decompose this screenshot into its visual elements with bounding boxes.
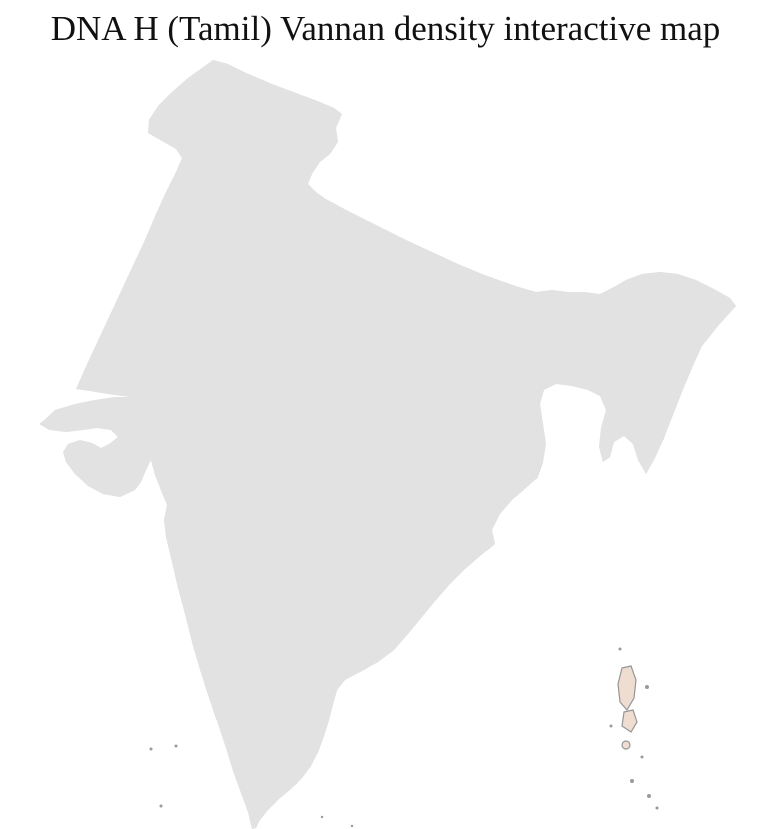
nicobar-speck [655,806,659,810]
lakshadweep-speck [174,744,178,748]
page-title: DNA H (Tamil) Vannan density interactive… [50,9,721,48]
island-speck [645,685,649,689]
south-speck [350,824,354,828]
lakshadweep-speck [159,804,163,808]
nicobar-speck [630,779,634,783]
andaman-nicobar-lakshadweep-islands[interactable] [149,647,659,828]
andaman-south[interactable] [621,740,631,750]
island-speck [640,755,644,759]
island-speck [618,647,622,651]
andaman-north[interactable] [617,665,637,712]
island-speck [609,724,613,728]
nicobar-speck [647,794,651,798]
andaman-middle[interactable] [621,709,638,733]
lakshadweep-speck [149,747,153,751]
south-speck [320,815,324,819]
